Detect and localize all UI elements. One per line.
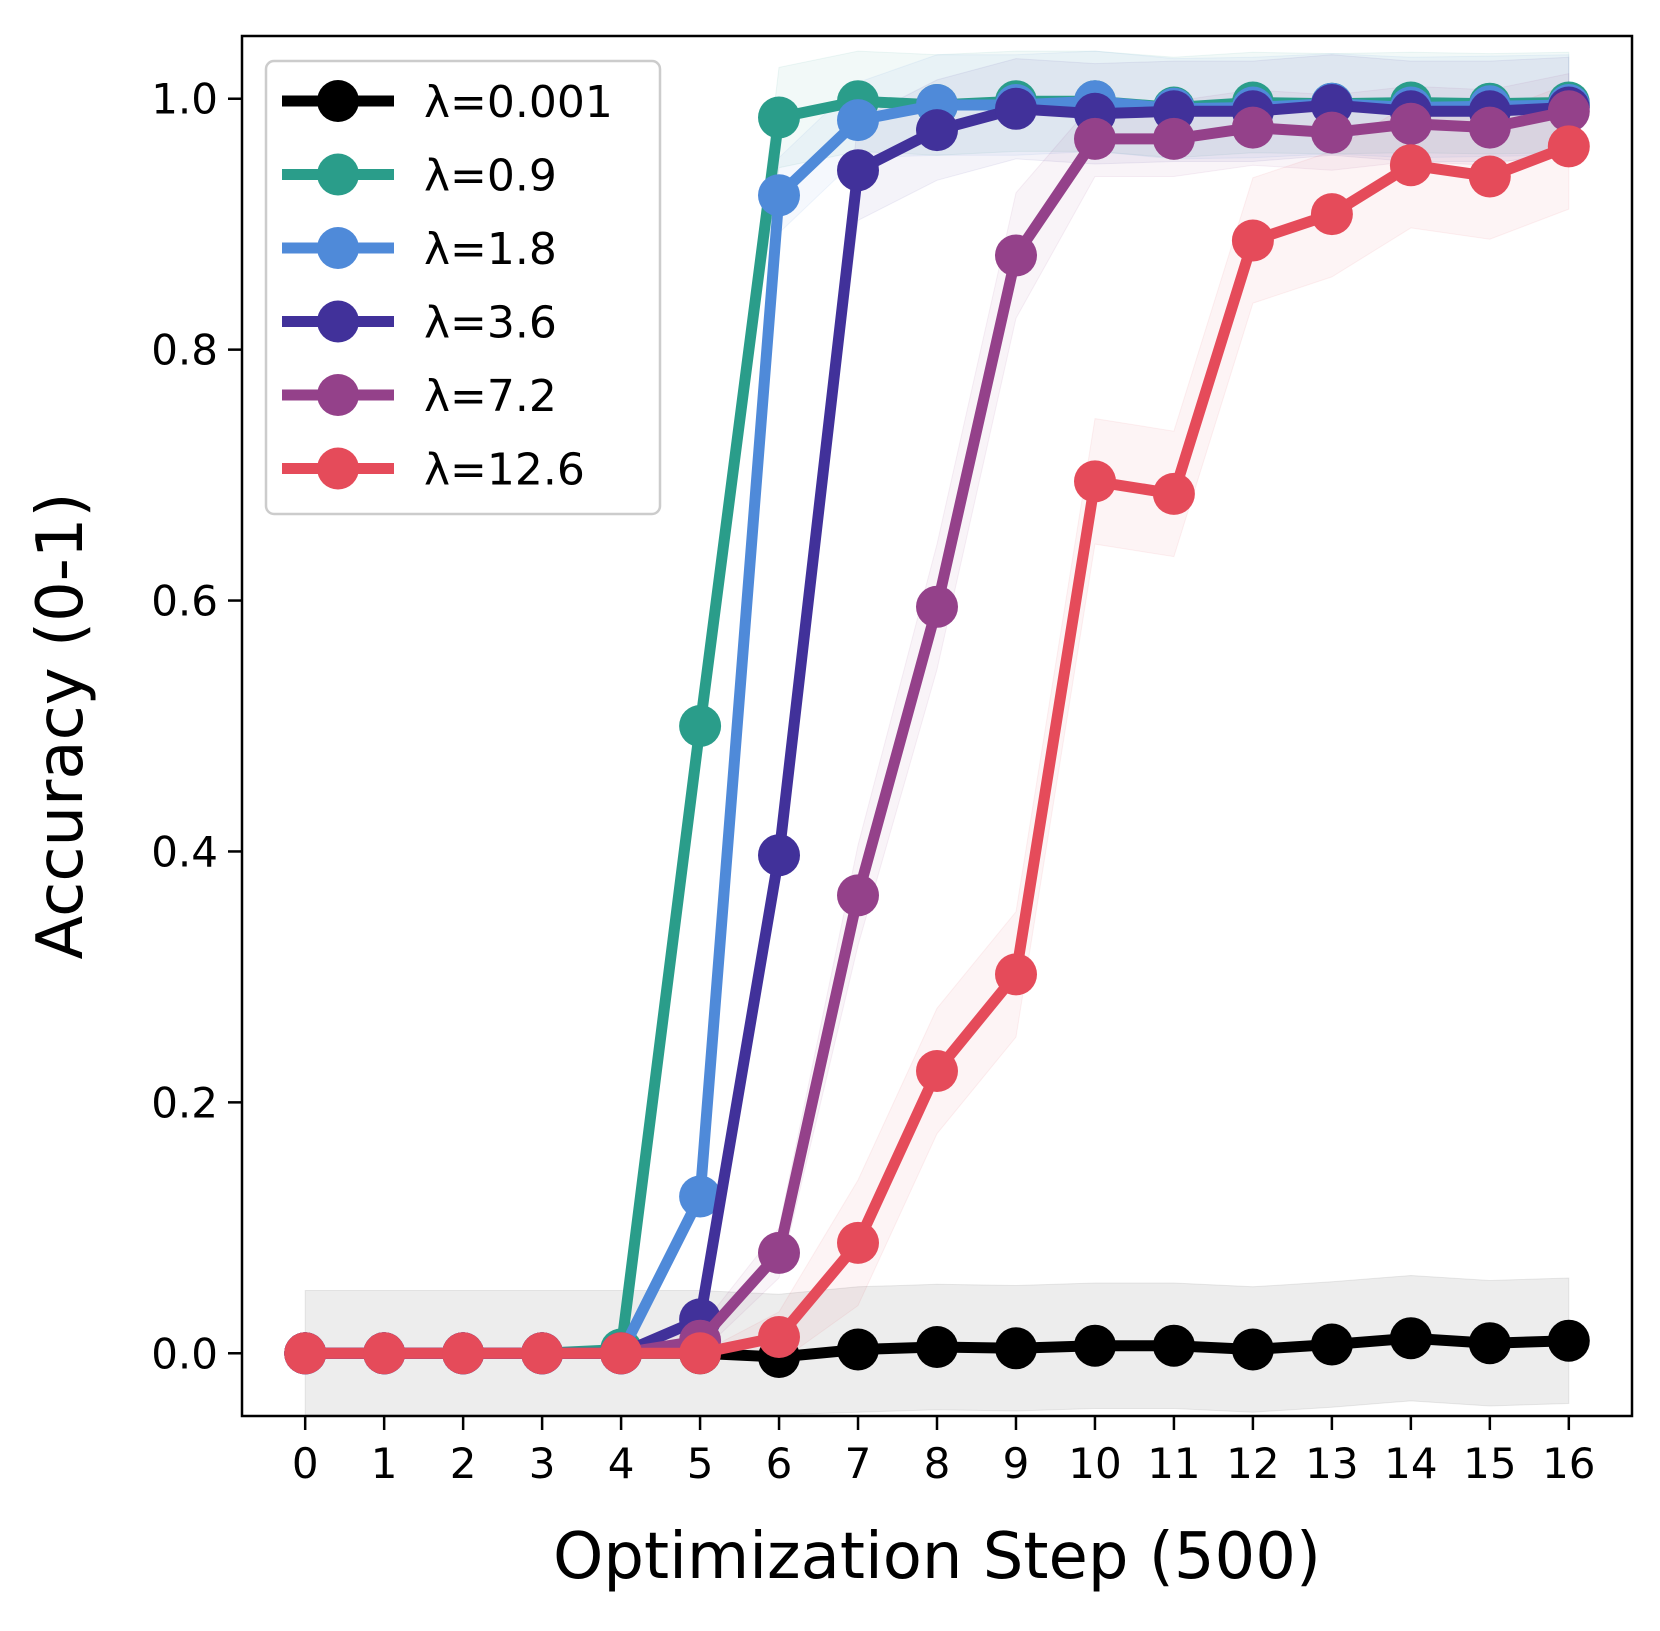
data-point-series-5-x-13 (1310, 193, 1353, 236)
data-point-series-4-x-8 (916, 585, 958, 628)
data-point-series-3-x-9 (995, 87, 1037, 130)
data-point-series-5-x-11 (1152, 472, 1195, 515)
legend-entry-5: λ=12.6 (282, 445, 585, 496)
series-lines (284, 80, 1590, 1378)
data-point-series-5-x-1 (363, 1332, 406, 1375)
y-tick-label: 1.0 (151, 75, 218, 124)
x-tick-label: 10 (1068, 1439, 1121, 1488)
data-point-series-4-x-11 (1152, 117, 1195, 160)
data-point-series-4-x-16 (1547, 90, 1590, 133)
y-tick-label: 0.8 (151, 326, 218, 375)
data-point-series-1-x-5 (679, 705, 722, 747)
data-point-series-5-x-16 (1547, 125, 1590, 168)
data-point-series-4-x-12 (1231, 106, 1274, 149)
data-point-series-5-x-5 (679, 1332, 722, 1375)
x-tick-label: 6 (766, 1439, 793, 1488)
x-tick-label: 3 (529, 1439, 556, 1488)
data-point-series-5-x-9 (995, 953, 1037, 996)
legend-label: λ=7.2 (424, 371, 557, 422)
data-point-series-5-x-6 (758, 1316, 800, 1358)
x-tick-label: 9 (1003, 1439, 1030, 1488)
x-tick-label: 7 (845, 1439, 872, 1488)
x-tick-label: 14 (1384, 1439, 1437, 1488)
x-tick-label: 4 (608, 1439, 635, 1488)
data-point-series-0-x-8 (916, 1326, 958, 1368)
y-tick-label: 0.4 (151, 827, 218, 876)
data-point-series-3-x-6 (758, 834, 800, 877)
data-point-series-5-x-12 (1231, 219, 1274, 262)
series-5 (284, 125, 1590, 1375)
x-tick-label: 8 (924, 1439, 951, 1488)
data-point-series-0-x-15 (1468, 1322, 1511, 1365)
legend-marker-swatch (317, 80, 359, 122)
x-tick-label: 13 (1305, 1439, 1358, 1488)
legend-marker-swatch (317, 300, 359, 343)
data-point-series-4-x-13 (1310, 111, 1353, 154)
legend-marker-swatch (317, 153, 359, 196)
y-tick-label: 0.0 (151, 1329, 218, 1378)
data-point-series-2-x-6 (758, 174, 800, 217)
legend-label: λ=0.001 (424, 77, 613, 128)
data-point-series-5-x-7 (837, 1221, 879, 1264)
data-point-series-5-x-8 (916, 1050, 958, 1092)
data-point-series-4-x-6 (758, 1231, 800, 1274)
data-point-series-5-x-14 (1389, 144, 1432, 187)
data-point-series-3-x-7 (837, 149, 879, 192)
legend-label: λ=0.9 (424, 151, 557, 202)
x-tick-label: 11 (1147, 1439, 1200, 1488)
data-point-series-5-x-3 (521, 1332, 564, 1375)
data-point-series-0-x-10 (1074, 1324, 1116, 1367)
x-tick-label: 16 (1542, 1439, 1595, 1488)
x-tick-label: 0 (292, 1439, 319, 1488)
data-point-series-5-x-10 (1074, 460, 1116, 503)
data-point-series-5-x-0 (284, 1332, 327, 1375)
legend-marker-swatch (317, 447, 359, 490)
legend-entry-1: λ=0.9 (282, 151, 557, 202)
data-point-series-0-x-13 (1310, 1323, 1353, 1366)
legend-label: λ=3.6 (424, 298, 557, 349)
data-point-series-2-x-5 (679, 1175, 722, 1218)
data-point-series-4-x-15 (1468, 106, 1511, 149)
data-point-series-2-x-7 (837, 99, 879, 142)
data-point-series-0-x-9 (995, 1327, 1037, 1370)
legend-entry-3: λ=3.6 (282, 298, 557, 349)
data-point-series-0-x-14 (1389, 1317, 1432, 1360)
x-axis-title: Optimization Step (500) (553, 1520, 1321, 1594)
legend-label: λ=12.6 (424, 445, 585, 496)
x-axis-ticks: 0 1 2 3 4 5 6 7 8 9 10 11 12 13 14 15 16 (292, 1416, 1596, 1488)
data-point-series-4-x-9 (995, 234, 1037, 277)
y-tick-label: 0.6 (151, 577, 218, 626)
legend-label: λ=1.8 (424, 224, 557, 275)
legend-entry-0: λ=0.001 (282, 77, 613, 128)
x-tick-label: 5 (687, 1439, 714, 1488)
legend-marker-swatch (317, 374, 359, 416)
data-point-series-3-x-8 (916, 109, 958, 152)
data-point-series-0-x-16 (1547, 1319, 1590, 1362)
data-point-series-0-x-7 (837, 1328, 879, 1371)
x-tick-label: 2 (450, 1439, 477, 1488)
data-point-series-5-x-15 (1468, 155, 1511, 198)
data-point-series-5-x-4 (600, 1332, 643, 1375)
x-tick-label: 1 (371, 1439, 398, 1488)
data-point-series-4-x-10 (1074, 117, 1116, 160)
data-point-series-5-x-2 (442, 1332, 485, 1375)
data-point-series-1-x-6 (758, 96, 800, 139)
y-axis-title: Accuracy (0-1) (24, 493, 98, 960)
data-point-series-4-x-14 (1389, 102, 1432, 145)
y-axis-ticks: 0.0 0.2 0.4 0.6 0.8 1.0 (151, 75, 242, 1378)
y-tick-label: 0.2 (151, 1078, 218, 1127)
legend-entry-4: λ=7.2 (282, 371, 557, 422)
legend: λ=0.001 λ=0.9 λ=1.8 λ=3.6 λ=7.2 λ=12.6 (264, 59, 662, 516)
data-point-series-0-x-12 (1231, 1328, 1274, 1371)
legend-entry-2: λ=1.8 (282, 224, 557, 275)
data-point-series-4-x-7 (837, 874, 879, 917)
data-point-series-0-x-11 (1152, 1324, 1195, 1367)
x-tick-label: 12 (1226, 1439, 1279, 1488)
x-tick-label: 15 (1463, 1439, 1516, 1488)
legend-marker-swatch (317, 227, 359, 269)
